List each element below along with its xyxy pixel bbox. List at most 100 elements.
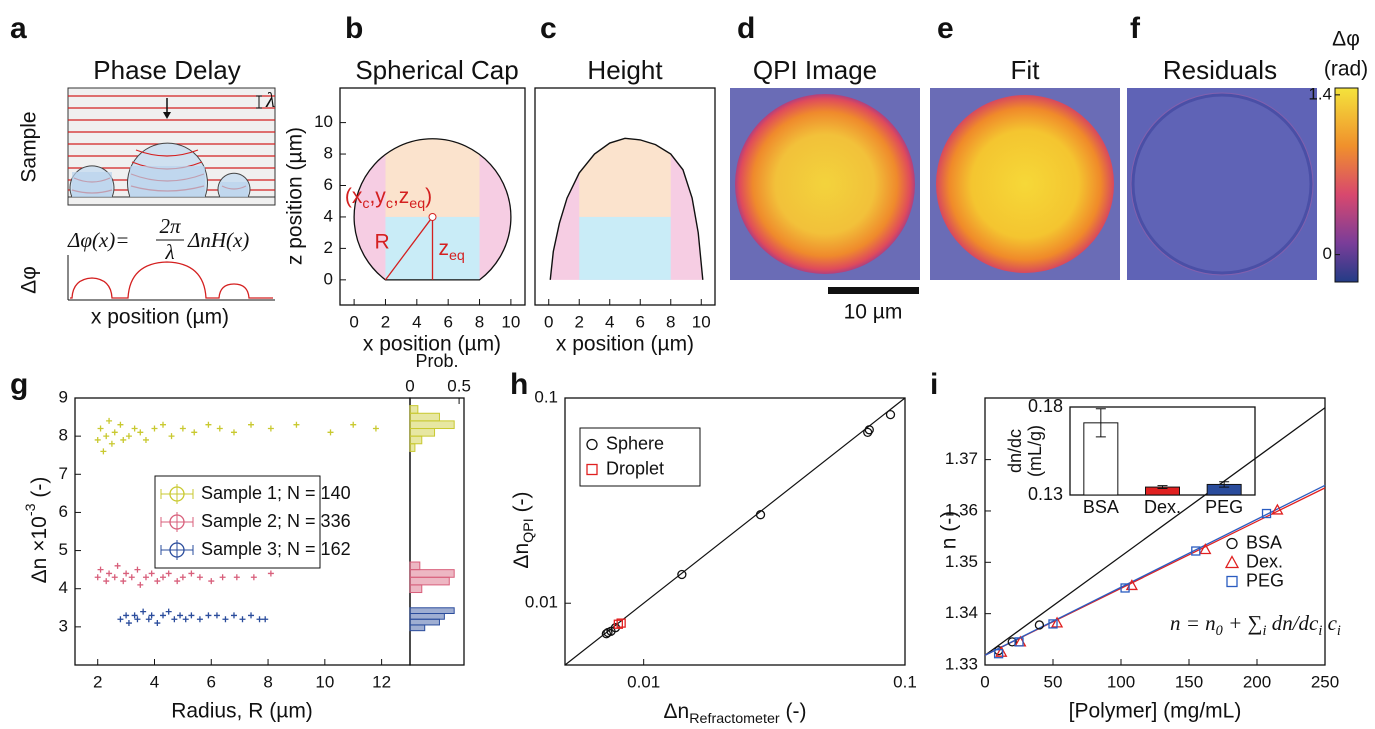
axis-label: Prob.: [415, 351, 458, 371]
marker: [191, 429, 197, 435]
marker: [268, 426, 274, 432]
y-tick-label: 1.34: [945, 603, 978, 622]
x-tick-label: 100: [1107, 672, 1135, 691]
x-tick-label: 0.5: [447, 376, 471, 395]
histogram-bar: [410, 413, 439, 421]
colorbar-label: Δφ: [1332, 28, 1360, 51]
equation-part: n = n: [1170, 611, 1216, 635]
axis-label-part: Δn: [664, 700, 690, 723]
top-region: [579, 88, 671, 217]
height-label-part: eq: [449, 248, 465, 264]
axis-label: Radius, R (µm): [171, 700, 313, 723]
marker: [134, 567, 140, 573]
marker: [180, 426, 186, 432]
marker: [268, 570, 274, 576]
y-tick-label: 9: [59, 387, 68, 406]
x-tick-label: Dex.: [1144, 497, 1181, 517]
marker: [240, 616, 246, 622]
y-tick-label: 0: [324, 269, 333, 288]
y-tick-label: 1.33: [945, 654, 978, 673]
axis-label: x position (µm): [91, 306, 229, 329]
marker: [373, 426, 379, 432]
marker: [137, 582, 143, 588]
marker: [248, 422, 254, 428]
marker: [106, 570, 112, 576]
marker: [205, 612, 211, 618]
x-tick-label: 10: [315, 672, 334, 691]
y-tick-label: 3: [59, 616, 68, 635]
histogram-bar: [410, 436, 422, 444]
panel-title: Phase Delay: [93, 55, 240, 85]
histogram-bar: [410, 444, 415, 452]
marker: [160, 612, 166, 618]
marker: [154, 620, 160, 626]
center-point: [429, 213, 436, 220]
histogram-bar: [410, 577, 449, 585]
marker: [166, 570, 172, 576]
equation: n = n0 + ∑i dn/dci ci: [1170, 611, 1341, 639]
marker: [678, 571, 686, 579]
axis-label: (mL/g): [1025, 425, 1045, 477]
marker: [197, 574, 203, 580]
wavelength-label: λ: [265, 88, 275, 112]
marker: [174, 578, 180, 584]
axis-label-part: QPI: [521, 518, 537, 543]
panel-letter: i: [930, 368, 938, 401]
panel-letter: g: [10, 368, 28, 401]
height-regions: [535, 88, 715, 305]
axis-label: n (-): [938, 511, 961, 550]
marker: [117, 616, 123, 622]
marker: [220, 574, 226, 580]
marker: [149, 612, 155, 618]
histogram-bar: [410, 562, 420, 570]
equation: 2π: [159, 214, 181, 238]
marker: [1226, 557, 1238, 568]
panel-letter: e: [937, 12, 954, 45]
axis-label-part: (-): [28, 477, 51, 504]
axis-label: dn/dc: [1005, 429, 1025, 473]
marker: [132, 426, 138, 432]
marker: [120, 437, 126, 443]
x-tick-label: 12: [372, 672, 391, 691]
marker: [248, 612, 254, 618]
y-tick-label: 0.1: [534, 387, 558, 406]
center-label-part: eq: [409, 196, 425, 212]
marker: [123, 612, 129, 618]
x-tick-label: 0: [405, 376, 414, 395]
x-tick-label: BSA: [1083, 497, 1119, 517]
panel-letter: a: [10, 12, 27, 45]
panel-title: Height: [587, 55, 663, 85]
marker: [251, 574, 257, 580]
axis-label-part: Refractometer: [689, 711, 780, 727]
axis-label: z position (µm): [284, 127, 307, 265]
histogram-bar: [410, 625, 425, 631]
marker: [129, 574, 135, 580]
colorbar: [1335, 88, 1358, 282]
y-tick-label: 6: [59, 502, 68, 521]
colorbar-tick-label: 0: [1323, 244, 1332, 263]
marker: [109, 441, 115, 447]
marker: [171, 616, 177, 622]
x-tick-label: 50: [1044, 672, 1063, 691]
x-tick-label: 150: [1175, 672, 1203, 691]
marker: [115, 563, 121, 569]
y-tick-label: 1.37: [945, 449, 978, 468]
x-tick-label: 200: [1243, 672, 1271, 691]
equation-part: c: [1322, 611, 1337, 635]
y-tick-label: 0.13: [1028, 484, 1063, 504]
x-tick-label: 0: [349, 312, 358, 331]
x-tick-label: 0.1: [893, 672, 917, 691]
histogram-bar: [410, 421, 454, 429]
marker: [154, 578, 160, 584]
marker: [865, 426, 873, 434]
x-tick-label: 2: [93, 672, 102, 691]
panel-title: Residuals: [1163, 55, 1277, 85]
panel-title: Spherical Cap: [355, 55, 518, 85]
equation-part: 0: [1216, 623, 1223, 639]
marker: [234, 574, 240, 580]
axis-label: ΔnQPI (-): [510, 491, 537, 568]
center-label-part: c: [362, 196, 369, 212]
marker: [126, 620, 132, 626]
phase-delay-diagram: [68, 88, 275, 300]
panel-letter: b: [345, 12, 363, 45]
